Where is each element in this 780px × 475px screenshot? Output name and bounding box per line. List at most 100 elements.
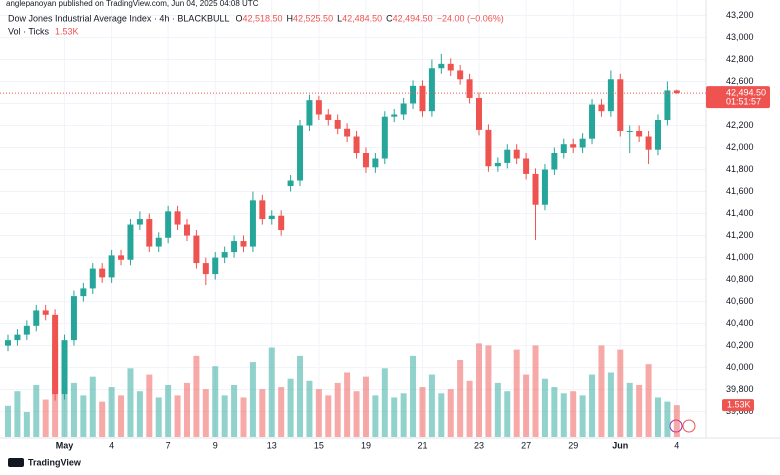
- ohlc-prefix: C: [386, 13, 393, 23]
- x-tick-label: 19: [361, 440, 371, 450]
- candle-body: [664, 90, 671, 120]
- candle-body: [23, 325, 30, 335]
- candle-body: [381, 116, 388, 159]
- flag-icon: [682, 419, 696, 433]
- volume-bar: [165, 384, 172, 437]
- candle-body: [673, 90, 680, 94]
- y-tick-label: 41,800: [726, 164, 754, 174]
- candle-body: [334, 119, 341, 129]
- volume-title: Vol · Ticks: [8, 26, 50, 36]
- candle-body: [636, 130, 643, 137]
- x-tick-label: 13: [267, 440, 277, 450]
- candle-body: [353, 136, 360, 154]
- y-tick-label: 41,200: [726, 230, 754, 240]
- volume-bar: [598, 345, 605, 437]
- y-tick-label: 40,000: [726, 362, 754, 372]
- volume-bar: [447, 389, 454, 437]
- x-tick-label: 4: [109, 440, 114, 450]
- candle-body: [278, 215, 285, 231]
- candle-body: [127, 224, 134, 260]
- candle-body: [202, 263, 209, 275]
- ohlc-value: 42,518.50: [242, 13, 282, 23]
- volume-bar: [287, 378, 294, 437]
- volume-bar: [560, 393, 567, 437]
- volume-label-box: [722, 399, 754, 412]
- candle-body: [315, 100, 322, 115]
- y-tick-label: 40,600: [726, 296, 754, 306]
- volume-bar: [636, 384, 643, 437]
- chart-title: Dow Jones Industrial Average Index · 4h …: [8, 13, 229, 23]
- candle-body: [589, 104, 596, 139]
- volume-bar: [391, 397, 398, 437]
- candle-body: [118, 255, 125, 260]
- candle-body: [136, 219, 143, 225]
- candle-body: [42, 310, 49, 315]
- volume-bar: [42, 399, 49, 437]
- candle-body: [438, 63, 445, 69]
- candle-body: [607, 79, 614, 112]
- volume-bar: [240, 397, 247, 437]
- candle-body: [344, 128, 351, 137]
- y-tick-label: 40,200: [726, 340, 754, 350]
- volume-bar: [174, 395, 181, 437]
- y-tick-label: 42,600: [726, 76, 754, 86]
- volume-bar: [14, 391, 21, 437]
- candle-body: [146, 219, 153, 247]
- volume-bar: [541, 378, 548, 437]
- candle-body: [183, 224, 190, 236]
- x-tick-label: May: [56, 440, 74, 450]
- volume-bar: [362, 376, 369, 437]
- candle-body: [193, 235, 200, 264]
- y-tick-label: 42,000: [726, 142, 754, 152]
- ohlc-prefix: L: [337, 13, 342, 23]
- candle-body: [626, 130, 633, 132]
- candle-body: [80, 288, 87, 297]
- candle-body: [523, 158, 530, 174]
- volume-bar: [664, 401, 671, 437]
- candle-body: [579, 138, 586, 148]
- candle-body: [108, 255, 115, 278]
- candle-body: [297, 125, 304, 181]
- ohlc-value: 42,525.50: [293, 13, 333, 23]
- volume-bar: [278, 387, 285, 437]
- candle-body: [362, 153, 369, 168]
- x-tick-label: Jun: [612, 440, 628, 450]
- candle-body: [306, 100, 313, 126]
- grid: [0, 0, 706, 437]
- volume-bar: [626, 382, 633, 437]
- y-tick-label: 41,400: [726, 208, 754, 218]
- volume-bar: [221, 395, 228, 437]
- candle-body: [212, 257, 219, 275]
- volume-bar: [136, 391, 143, 437]
- candle-body: [259, 200, 266, 220]
- logo-icon: [8, 458, 24, 467]
- volume-bar: [410, 355, 417, 437]
- countdown: 01:51:57: [726, 96, 761, 106]
- x-tick-label: 23: [474, 440, 484, 450]
- volume-bar: [353, 391, 360, 437]
- volume-bar: [268, 347, 275, 437]
- volume-bar: [645, 364, 652, 437]
- volume-bar: [494, 382, 501, 437]
- y-tick-label: 42,800: [726, 54, 754, 64]
- candle-body: [476, 97, 482, 130]
- volume-bar: [428, 374, 435, 437]
- candle-body: [504, 149, 511, 163]
- x-tick-label: 7: [166, 440, 171, 450]
- candle-body: [419, 85, 426, 112]
- volume-bar: [325, 395, 332, 437]
- candle-body: [325, 114, 332, 120]
- volume-bar: [381, 368, 388, 437]
- candle-body: [165, 211, 172, 238]
- candle-body: [287, 180, 294, 187]
- candle-body: [466, 79, 473, 98]
- candle-body: [532, 173, 539, 205]
- volume-bar: [259, 389, 266, 437]
- volume-bar: [249, 362, 256, 437]
- candle-body: [268, 215, 275, 220]
- last-price-box: [706, 86, 770, 109]
- volume-bar: [23, 412, 30, 437]
- candle-body: [174, 211, 181, 225]
- candle-body: [240, 241, 247, 247]
